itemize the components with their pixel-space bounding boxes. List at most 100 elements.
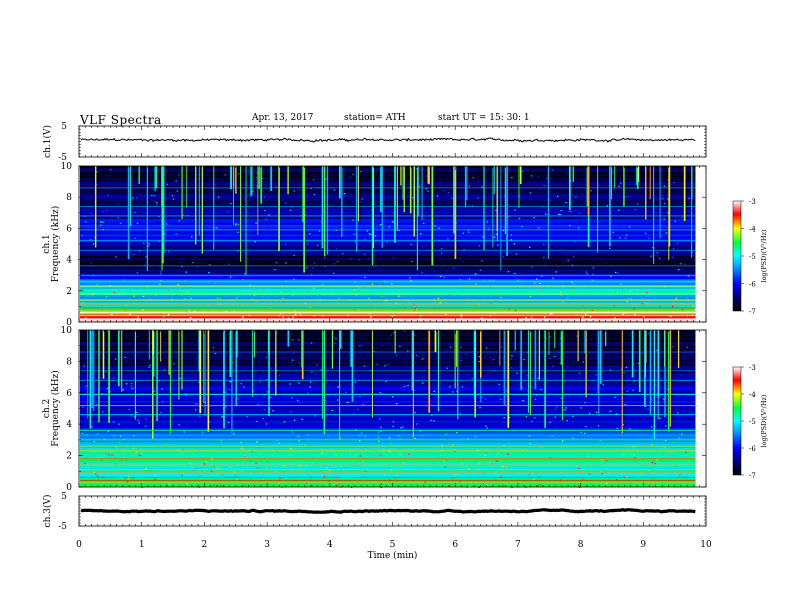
ch1-spectrogram-speckle <box>488 279 491 281</box>
ch1-spectrogram-speckle <box>584 314 587 316</box>
ch2-spectrogram-speckle <box>290 447 292 450</box>
ch1-spectrogram-band <box>80 283 696 286</box>
ch1-spectrogram-speckle <box>237 231 239 233</box>
ch1-spectrogram-band <box>80 220 696 223</box>
ch2-spectrogram-speckle <box>651 461 654 464</box>
ch2-spectrogram-speckle <box>128 475 130 478</box>
ch1-spectrogram-band <box>80 300 696 303</box>
ch1-spectrogram-speckle <box>462 232 465 234</box>
ch1-spectrogram-band <box>80 288 696 292</box>
ch1-spectrogram-speckle <box>294 314 297 316</box>
ch2-spectrogram-speckle <box>564 409 567 411</box>
ch2-spectrogram-band <box>80 381 696 384</box>
ch1-spectrogram-speckle <box>692 257 695 260</box>
ch2-spectrogram-speckle <box>685 454 688 457</box>
ch2-spectrogram-speckle <box>298 362 300 364</box>
ch1-spectrogram-ytick-label: 4 <box>66 256 72 266</box>
ch2-spectrogram-speckle <box>599 440 602 442</box>
ch1-spectrogram-speckle <box>675 298 677 300</box>
ch2-spectrogram-speckle <box>566 359 569 362</box>
ch2-spectrogram-speckle <box>478 462 481 465</box>
ch1-line-panel-ylabel: ch.1(V) <box>42 125 53 158</box>
ch1-spectrogram-speckle <box>438 227 440 229</box>
ch2-spectrogram-speckle <box>578 372 581 374</box>
ch2-spectrogram-speckle <box>223 485 225 487</box>
ch2-spectrogram-speckle <box>678 478 680 480</box>
ch1-spectrogram-speckle <box>358 258 361 260</box>
ch2-spectrogram-speckle <box>208 421 210 423</box>
ch2-spectrogram-band <box>80 367 696 370</box>
ch1-spectrogram-speckle <box>101 309 103 311</box>
ch1-spectrogram-band <box>80 310 696 313</box>
ch1-spectrogram-speckle <box>359 201 362 203</box>
ch1-spectrogram-speckle <box>592 267 594 269</box>
ch1-spectrogram-speckle <box>242 279 244 281</box>
ch1-spectrogram-speckle <box>379 223 382 226</box>
ch1-spectrogram-band <box>80 263 696 266</box>
ch2-spectrogram-ytick-label: 8 <box>66 357 72 367</box>
ch2-spectrogram-speckle <box>671 441 674 444</box>
ch2-spectrogram-speckle <box>656 349 658 351</box>
ch2-spectrogram-speckle <box>298 382 300 384</box>
ch2-spectrogram-speckle <box>83 364 85 367</box>
ch1-spectrogram-speckle <box>618 185 620 187</box>
ch1-spectrogram-band <box>80 316 696 319</box>
ch1-spectrogram-speckle <box>422 222 425 225</box>
ch1-spectrogram-speckle <box>495 289 497 291</box>
ch2-spectrogram-speckle <box>388 479 391 481</box>
ch1-spectrogram-speckle <box>481 317 483 319</box>
ch1-spectrogram-speckle <box>209 264 211 266</box>
ch2-spectrogram-speckle <box>140 452 143 454</box>
ch2-spectrogram-speckle <box>141 343 143 345</box>
ch2-spectrogram-speckle <box>380 486 382 489</box>
ch2-spectrogram-speckle <box>108 454 110 456</box>
ch2-spectrogram-speckle <box>133 435 135 437</box>
ch1-spectrogram-speckle <box>370 234 372 236</box>
ch1-spectrogram-band <box>80 197 696 200</box>
ch1-spectrogram-speckle <box>437 297 440 300</box>
ch2-spectrogram-speckle <box>602 384 605 386</box>
ch2-spectrogram-band <box>80 331 696 335</box>
ch1-spectrogram-speckle <box>119 222 122 224</box>
ch2-spectrogram-band <box>80 463 696 466</box>
ch2-spectrogram-speckle <box>112 421 115 423</box>
ch1-spectrogram-speckle <box>650 255 652 257</box>
ch1-spectrogram-band <box>80 226 696 229</box>
ch1-spectrogram-speckle <box>575 196 577 198</box>
ch2-spectrogram-speckle <box>339 437 341 440</box>
ch1-spectrogram-speckle <box>573 283 575 285</box>
ch2-spectrogram-speckle <box>104 460 107 462</box>
ch1-spectrogram-speckle <box>153 194 155 197</box>
ch1-spectrogram-speckle <box>545 319 547 321</box>
ch2-spectrogram-speckle <box>451 477 454 479</box>
ch2-spectrogram-speckle <box>442 460 445 462</box>
ch1-spectrogram-speckle <box>525 317 527 319</box>
ch2-spectrogram-speckle <box>388 337 391 339</box>
ch1-spectrogram-speckle <box>242 316 244 318</box>
ch2-spectrogram-speckle <box>407 350 409 352</box>
ch1-spectrogram-speckle <box>136 222 139 225</box>
ch1-spectrogram-speckle <box>536 176 539 178</box>
ch2-spectrogram-speckle <box>222 415 224 418</box>
ch1-spectrogram-speckle <box>611 320 614 323</box>
ch2-spectrogram-speckle <box>486 484 488 486</box>
ch1-spectrogram-speckle <box>507 169 510 171</box>
ch2-spectrogram-speckle <box>549 357 551 360</box>
ch2-spectrogram-speckle <box>164 330 166 333</box>
ch1-spectrogram-speckle <box>179 262 182 264</box>
ch2-spectrogram-speckle <box>491 463 493 465</box>
ch1-spectrogram-speckle <box>439 308 441 310</box>
ch1-spectrogram-speckle <box>481 260 483 262</box>
ch1-spectrogram-colorbar-tick-label: -7 <box>749 308 756 316</box>
ch2-spectrogram-speckle <box>392 396 394 398</box>
ch1-spectrogram-band <box>80 222 696 225</box>
ch1-spectrogram-speckle <box>667 212 669 214</box>
ch2-spectrogram-speckle <box>241 470 243 473</box>
ch1-spectrogram-speckle <box>143 264 146 266</box>
ch1-spectrogram-speckle <box>322 283 324 286</box>
ch1-spectrogram-speckle <box>368 233 371 235</box>
ch2-spectrogram-speckle <box>423 482 426 485</box>
ch2-spectrogram-speckle <box>118 423 120 425</box>
ch1-spectrogram-speckle <box>81 235 83 237</box>
ch1-spectrogram-band <box>80 244 696 247</box>
